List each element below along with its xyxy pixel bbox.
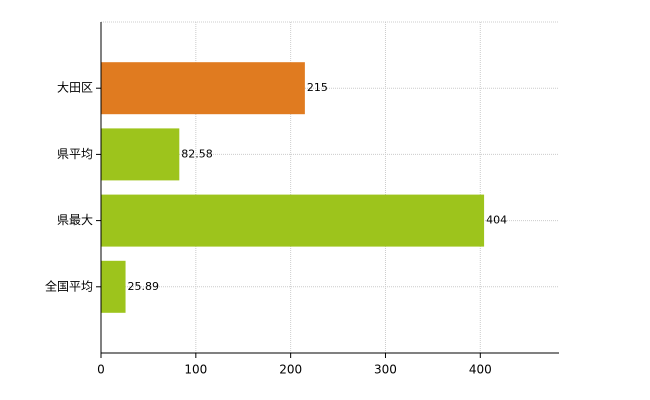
bar (101, 128, 180, 181)
x-tick-label: 400 (469, 363, 492, 377)
x-tick-label: 300 (374, 363, 397, 377)
value-label: 82.58 (181, 147, 213, 160)
bar (101, 260, 126, 313)
y-tick-label: 大田区 (57, 81, 93, 95)
y-tick-label: 県平均 (57, 147, 93, 161)
x-tick-label: 0 (97, 363, 105, 377)
bar (101, 62, 305, 115)
value-label: 215 (307, 81, 328, 94)
x-tick-label: 100 (184, 363, 207, 377)
bar (101, 194, 485, 247)
y-tick-label: 全国平均 (45, 278, 93, 293)
value-label: 404 (486, 214, 507, 227)
value-label: 25.89 (128, 280, 159, 293)
x-tick-label: 200 (279, 363, 302, 377)
y-tick-label: 県最大 (57, 213, 93, 227)
